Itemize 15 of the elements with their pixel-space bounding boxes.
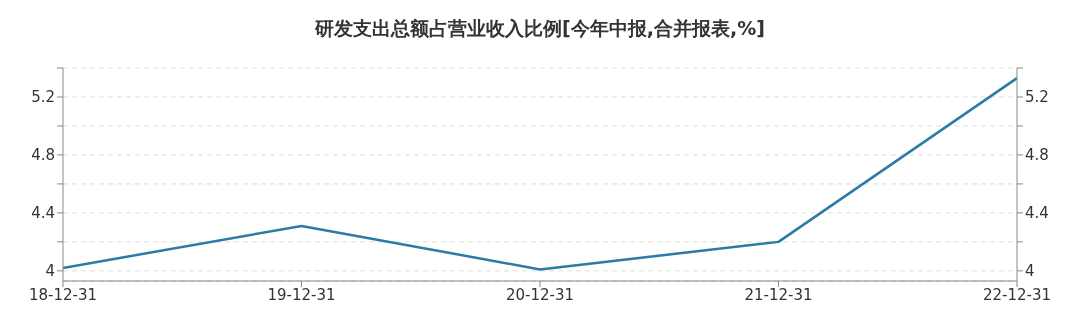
y2-tick-label: 5.2 <box>1025 88 1049 107</box>
y-tick-label: 5.2 <box>31 88 55 107</box>
line-series <box>63 76 1017 271</box>
y-tick-label: 4 <box>45 262 55 281</box>
y2-tick-label: 4.4 <box>1025 204 1049 223</box>
y-tick-label: 4.4 <box>31 204 55 223</box>
x-tick-label: 18-12-31 <box>28 285 98 304</box>
y-tick-label: 4.8 <box>31 146 55 165</box>
x-tick-label: 21-12-31 <box>744 285 813 304</box>
y2-tick-label: 4.8 <box>1025 146 1049 165</box>
x-tick-label: 20-12-31 <box>505 285 575 304</box>
y2-tick-label: 4 <box>1025 262 1035 281</box>
x-tick-label: 19-12-31 <box>267 285 336 304</box>
chart-title: 研发支出总额占营业收入比例[今年中报,合并报表,%] <box>314 16 766 41</box>
x-tick-label: 22-12-31 <box>982 285 1052 304</box>
